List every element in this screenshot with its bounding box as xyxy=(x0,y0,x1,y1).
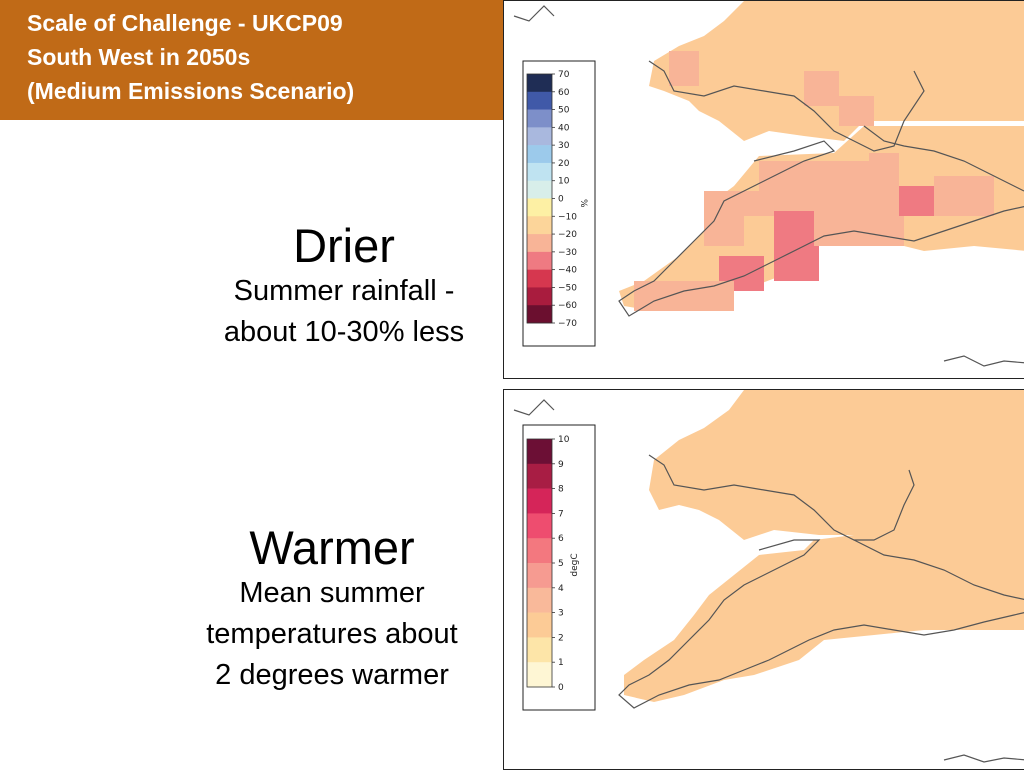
rainfall-colorbar-tick-label-8: −10 xyxy=(558,212,577,222)
rainfall-colorbar-swatch-11 xyxy=(527,269,552,288)
rainfall-land xyxy=(619,1,1024,311)
temperature-colorbar-swatch-8 xyxy=(527,637,552,663)
temperature-colorbar-tick-label-0: 10 xyxy=(558,435,570,445)
temperature-colorbar-tick-label-7: 3 xyxy=(558,609,564,619)
rainfall-map: 70 60 50 40 30 20 10 0 −10 −20 −30 −40 −50 −60 −70 % xyxy=(503,0,1024,379)
rainfall-colorbar-tick-label-6: 10 xyxy=(558,177,570,187)
rainfall-colorbar-swatch-2 xyxy=(527,109,552,128)
rainfall-colorbar-tick-label-14: −70 xyxy=(558,319,577,329)
temperature-colorbar-tick-label-10: 0 xyxy=(558,683,564,693)
temperature-line-3: 2 degrees warmer xyxy=(215,659,449,691)
temperature-line-2: temperatures about xyxy=(206,618,458,650)
rainfall-colorbar-tick-label-9: −20 xyxy=(558,230,577,240)
rainfall-colorbar-tick-label-7: 0 xyxy=(558,195,564,205)
rainfall-caption: Drier Summer rainfall - about 10-30% les… xyxy=(190,221,498,353)
temperature-colorbar-tick-label-8: 2 xyxy=(558,633,564,643)
rainfall-line-1: Summer rainfall - xyxy=(233,275,455,307)
title-line-3: (Medium Emissions Scenario) xyxy=(27,78,355,104)
rainfall-colorbar-swatch-0 xyxy=(527,74,552,93)
temperature-colorbar-tick-label-4: 6 xyxy=(558,534,564,544)
rainfall-map-svg: 70 60 50 40 30 20 10 0 −10 −20 −30 −40 −50 −60 −70 % xyxy=(513,1,1024,367)
temperature-colorbar-swatch-6 xyxy=(527,587,552,613)
rainfall-colorbar-swatch-3 xyxy=(527,127,552,146)
rainfall-colorbar-tick-label-0: 70 xyxy=(558,70,570,80)
rainfall-colorbar-swatch-12 xyxy=(527,287,552,306)
rainfall-colorbar-tick-label-4: 30 xyxy=(558,141,570,151)
temperature-line-1: Mean summer xyxy=(239,577,425,609)
title-line-1: Scale of Challenge - UKCP09 xyxy=(27,10,343,36)
temperature-colorbar-swatch-2 xyxy=(527,488,552,514)
rainfall-colorbar-tick-label-11: −40 xyxy=(558,266,577,276)
rainfall-colorbar-swatch-9 xyxy=(527,234,552,253)
rainfall-line-2: about 10-30% less xyxy=(223,316,465,348)
rainfall-colorbar-tick-label-13: −60 xyxy=(558,301,577,311)
temperature-colorbar-tick-label-6: 4 xyxy=(558,584,564,594)
rainfall-colorbar-swatch-13 xyxy=(527,305,552,324)
temperature-colorbar-swatch-9 xyxy=(527,662,552,688)
rainfall-colorbar-swatch-4 xyxy=(527,145,552,164)
temperature-caption: Warmer Mean summer temperatures about 2 … xyxy=(170,523,494,696)
temperature-coastline xyxy=(513,399,1024,763)
rainfall-colorbar-swatch-7 xyxy=(527,198,552,217)
temperature-colorbar-swatch-4 xyxy=(527,538,552,564)
temperature-land xyxy=(624,390,1024,702)
temperature-colorbar-tick-label-5: 5 xyxy=(558,559,564,569)
rainfall-heading: Drier xyxy=(293,219,395,272)
temperature-colorbar-swatch-0 xyxy=(527,439,552,465)
temperature-colorbar-unit: degC xyxy=(570,553,580,576)
rainfall-colorbar-swatch-10 xyxy=(527,251,552,270)
title-banner: Scale of Challenge - UKCP09 South West i… xyxy=(0,0,503,120)
temperature-colorbar-tick-label-9: 1 xyxy=(558,658,564,668)
temperature-colorbar-swatch-1 xyxy=(527,463,552,489)
rainfall-colorbar-tick-label-2: 50 xyxy=(558,106,570,116)
temperature-heading: Warmer xyxy=(249,521,415,574)
temperature-colorbar-swatch-5 xyxy=(527,563,552,589)
rainfall-colorbar-tick-label-1: 60 xyxy=(558,88,570,98)
rainfall-colorbar-swatch-6 xyxy=(527,180,552,199)
temperature-colorbar-tick-label-1: 9 xyxy=(558,460,564,470)
rainfall-coastline xyxy=(513,5,1024,367)
temperature-colorbar-tick-label-3: 7 xyxy=(558,509,564,519)
rainfall-colorbar-swatch-1 xyxy=(527,91,552,110)
rainfall-colorbar-ticks: 70 60 50 40 30 20 10 0 −10 −20 −30 −40 −50 −60 −70 xyxy=(552,70,577,329)
temperature-map: 10 9 8 7 6 5 4 3 2 1 0 degC xyxy=(503,389,1024,770)
rainfall-colorbar-swatch-5 xyxy=(527,162,552,182)
temperature-colorbar-tick-label-2: 8 xyxy=(558,485,564,495)
title-line-2: South West in 2050s xyxy=(27,44,251,70)
rainfall-colorbar-unit: % xyxy=(578,199,588,208)
rainfall-colorbar-tick-label-5: 20 xyxy=(558,159,570,169)
rainfall-colorbar-tick-label-3: 40 xyxy=(558,123,570,133)
temperature-colorbar-swatch-7 xyxy=(527,612,552,638)
rainfall-cells xyxy=(634,51,994,311)
rainfall-colorbar-tick-label-12: −50 xyxy=(558,283,577,293)
temperature-colorbar-swatch-3 xyxy=(527,513,552,539)
rainfall-colorbar-tick-label-10: −30 xyxy=(558,248,577,258)
rainfall-colorbar-swatch-8 xyxy=(527,216,552,235)
temperature-colorbar xyxy=(526,438,553,688)
rainfall-colorbar xyxy=(526,73,553,324)
